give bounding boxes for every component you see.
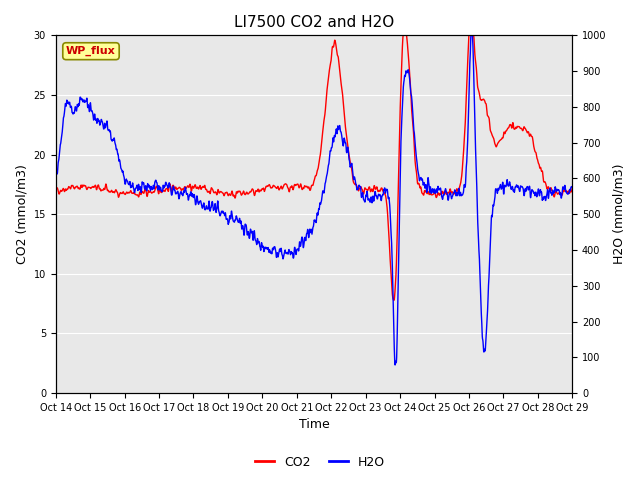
H2O xyxy=(538,189,545,195)
H2O xyxy=(340,138,348,144)
CO2 xyxy=(329,44,337,49)
Y-axis label: CO2 (mmol/m3): CO2 (mmol/m3) xyxy=(15,164,28,264)
CO2 xyxy=(399,33,407,38)
Title: LI7500 CO2 and H2O: LI7500 CO2 and H2O xyxy=(234,15,394,30)
X-axis label: Time: Time xyxy=(299,419,330,432)
Text: WP_flux: WP_flux xyxy=(66,46,116,56)
H2O xyxy=(329,140,337,145)
Line: CO2: CO2 xyxy=(56,36,572,300)
H2O xyxy=(392,362,399,368)
H2O xyxy=(196,199,204,204)
H2O xyxy=(52,177,60,183)
CO2 xyxy=(196,183,204,189)
CO2 xyxy=(390,298,397,303)
CO2 xyxy=(52,186,60,192)
H2O xyxy=(523,184,531,190)
H2O xyxy=(464,130,472,136)
CO2 xyxy=(340,106,348,112)
Y-axis label: H2O (mmol/m3): H2O (mmol/m3) xyxy=(612,164,625,264)
Legend: CO2, H2O: CO2, H2O xyxy=(250,451,390,474)
CO2 xyxy=(523,129,531,135)
H2O xyxy=(467,33,475,38)
CO2 xyxy=(538,168,545,174)
CO2 xyxy=(568,185,576,191)
CO2 xyxy=(465,48,472,54)
H2O xyxy=(568,184,576,190)
Line: H2O: H2O xyxy=(56,36,572,365)
